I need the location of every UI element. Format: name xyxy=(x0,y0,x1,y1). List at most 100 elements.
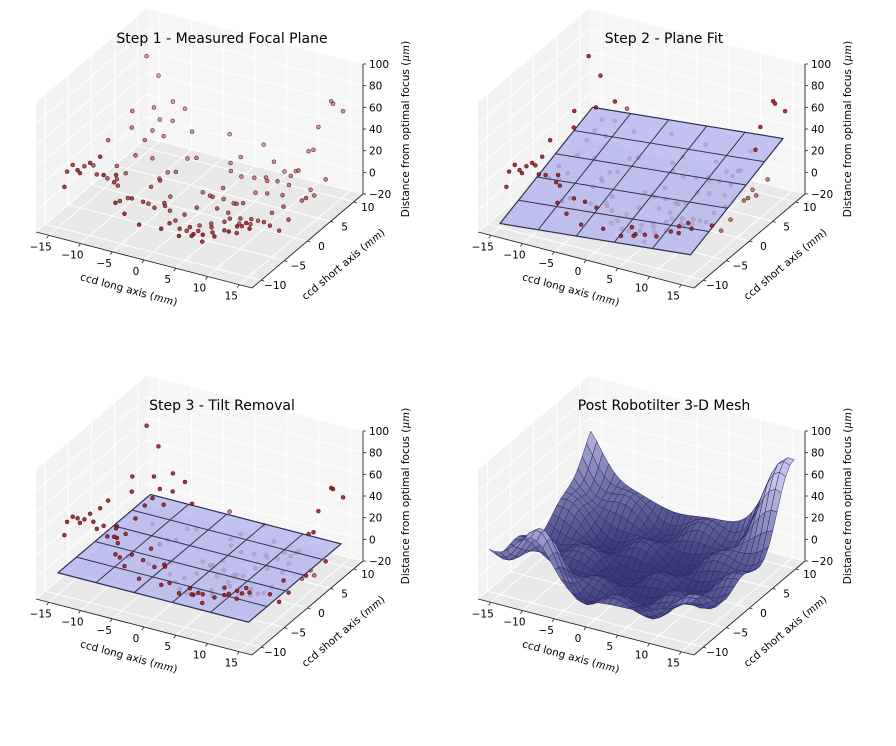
y-tick xyxy=(284,627,288,629)
data-point xyxy=(557,183,563,188)
plane-gridline xyxy=(652,131,746,249)
data-point xyxy=(162,203,168,209)
y-axis-label: ccd short axis (mm) xyxy=(300,227,388,303)
data-point xyxy=(631,233,636,239)
plane-gridline xyxy=(171,523,266,603)
data-point xyxy=(130,474,135,479)
data-point xyxy=(200,190,206,195)
data-point xyxy=(227,509,232,514)
data-point xyxy=(533,163,538,168)
data-point xyxy=(306,148,311,154)
y-tick xyxy=(749,240,753,243)
gridline xyxy=(35,374,148,470)
data-point xyxy=(689,226,694,231)
data-point xyxy=(158,226,164,231)
data-point xyxy=(594,205,599,210)
y-tick xyxy=(703,279,707,282)
x-tick-label: −15 xyxy=(472,608,494,620)
data-point xyxy=(136,222,142,227)
y-tick-label: −10 xyxy=(264,647,286,659)
x-tick-label: 5 xyxy=(606,274,613,286)
plane-gridline xyxy=(592,106,784,140)
data-point xyxy=(122,563,127,569)
gridline xyxy=(146,7,364,65)
data-point xyxy=(97,154,103,159)
y-tick xyxy=(261,279,265,282)
data-point xyxy=(753,147,758,153)
y-tick-label: 10 xyxy=(803,569,816,581)
data-point xyxy=(306,531,311,537)
data-point xyxy=(133,153,138,158)
z-tick-label: 20 xyxy=(811,146,824,158)
data-point xyxy=(114,163,120,169)
x-tick xyxy=(678,651,682,655)
x-tick-label: −5 xyxy=(538,625,553,637)
data-point xyxy=(129,489,134,494)
x-tick-label: 5 xyxy=(164,274,171,286)
gridline xyxy=(35,417,148,513)
data-point xyxy=(264,191,270,196)
data-point xyxy=(238,154,244,160)
z-tick-label: 0 xyxy=(811,167,818,179)
x-tick xyxy=(678,284,682,288)
y-tick-label: −5 xyxy=(291,261,306,273)
data-point xyxy=(123,170,128,176)
data-point xyxy=(152,564,157,570)
data-point xyxy=(194,205,200,210)
data-point xyxy=(142,137,148,143)
data-point xyxy=(167,580,172,586)
gridline xyxy=(114,164,331,222)
data-point xyxy=(728,217,733,222)
x-tick-label: −15 xyxy=(30,608,52,620)
data-point xyxy=(772,101,778,106)
data-point xyxy=(176,591,182,596)
x-tick xyxy=(46,235,50,239)
z-tick-label: 20 xyxy=(811,513,824,525)
data-point xyxy=(94,526,100,532)
data-point xyxy=(312,193,317,198)
data-point xyxy=(288,173,294,179)
data-point xyxy=(316,508,321,514)
data-point xyxy=(228,160,233,166)
data-point xyxy=(240,200,246,206)
plane-gridline xyxy=(555,153,747,186)
data-point xyxy=(316,124,321,130)
z-tick-label: 40 xyxy=(811,491,824,503)
x-tick-label: −10 xyxy=(503,617,525,629)
x-tick-label: 15 xyxy=(225,291,238,303)
x-tick-label: −10 xyxy=(503,250,525,262)
data-point xyxy=(214,206,220,211)
data-point xyxy=(227,131,232,137)
data-point xyxy=(150,495,155,501)
plane-gridline xyxy=(575,119,670,237)
data-point xyxy=(312,573,317,578)
data-point xyxy=(222,228,227,233)
data-point xyxy=(741,198,747,203)
data-point xyxy=(281,204,286,209)
data-point xyxy=(247,226,252,231)
gridline xyxy=(146,461,364,519)
gridline xyxy=(487,223,704,281)
gridline xyxy=(477,461,590,557)
z-tick-label: 40 xyxy=(369,491,382,503)
data-point xyxy=(151,474,157,479)
z-tick-label: 100 xyxy=(811,59,831,71)
data-point xyxy=(173,169,179,175)
data-point xyxy=(267,223,273,228)
z-tick-label: 80 xyxy=(369,81,382,93)
data-point xyxy=(303,573,309,578)
y-axis-label: ccd short axis (mm) xyxy=(742,594,830,670)
data-point xyxy=(239,223,245,229)
x-tick-label: −5 xyxy=(96,258,111,270)
y-tick-label: −5 xyxy=(291,628,306,640)
data-point xyxy=(115,540,121,546)
y-tick-label: −10 xyxy=(706,280,728,292)
data-point xyxy=(226,229,232,234)
data-point xyxy=(101,523,106,529)
data-point xyxy=(161,502,166,507)
gridline xyxy=(477,50,590,146)
x-tick xyxy=(520,243,523,247)
gridline xyxy=(588,72,806,130)
data-point xyxy=(144,423,149,428)
z-tick-label: −20 xyxy=(811,556,833,568)
